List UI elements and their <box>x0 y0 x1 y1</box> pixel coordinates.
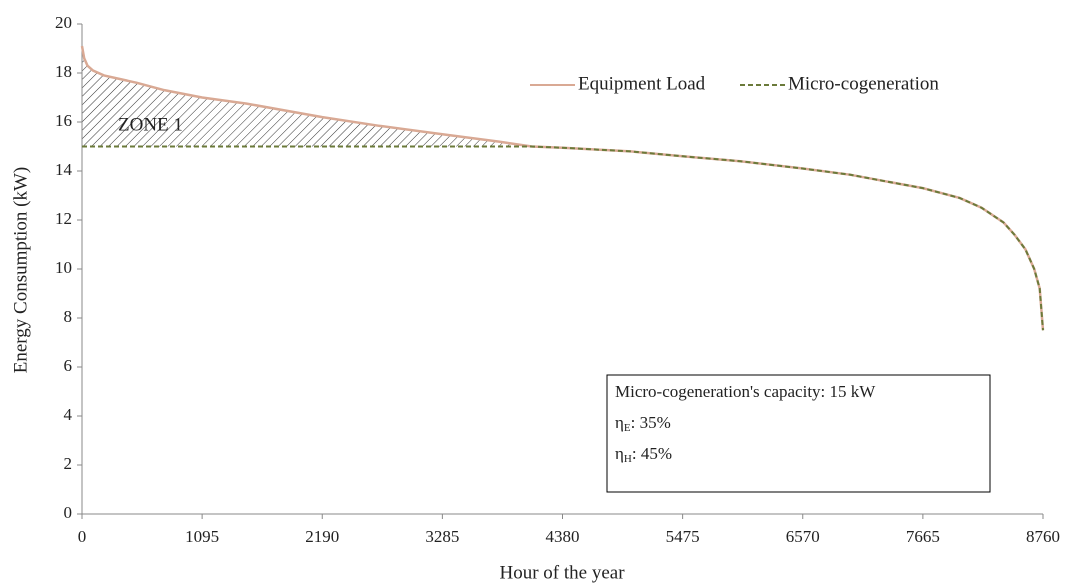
y-tick-label: 0 <box>64 503 73 522</box>
info-text: Micro-cogeneration's capacity: 15 kW <box>615 382 876 401</box>
x-tick-label: 2190 <box>305 527 339 546</box>
x-tick-label: 5475 <box>666 527 700 546</box>
y-tick-label: 12 <box>55 209 72 228</box>
x-tick-label: 1095 <box>185 527 219 546</box>
zone-hatch <box>82 46 532 147</box>
series-line <box>82 145 1044 331</box>
y-tick-label: 16 <box>55 111 72 130</box>
y-tick-label: 6 <box>64 356 73 375</box>
info-eta: ηE: 35% <box>615 413 671 434</box>
x-tick-label: 0 <box>78 527 87 546</box>
y-tick-label: 14 <box>55 160 73 179</box>
x-tick-label: 8760 <box>1026 527 1060 546</box>
x-tick-label: 7665 <box>906 527 940 546</box>
x-tick-label: 6570 <box>786 527 820 546</box>
zone-label: ZONE 1 <box>118 114 183 135</box>
info-eta: ηH: 45% <box>615 444 672 465</box>
y-tick-label: 4 <box>64 405 73 424</box>
x-axis-title: Hour of the year <box>499 562 625 583</box>
y-tick-label: 8 <box>64 307 73 326</box>
y-tick-label: 2 <box>64 454 73 473</box>
y-axis-title: Energy Consumption (kW) <box>10 167 31 374</box>
legend-label: Equipment Load <box>578 73 706 94</box>
info-box <box>606 374 991 493</box>
y-tick-label: 18 <box>55 62 72 81</box>
x-tick-label: 4380 <box>546 527 580 546</box>
y-tick-label: 20 <box>55 13 72 32</box>
y-tick-label: 10 <box>55 258 72 277</box>
legend-label: Micro-cogeneration <box>788 73 939 94</box>
x-tick-label: 3285 <box>425 527 459 546</box>
